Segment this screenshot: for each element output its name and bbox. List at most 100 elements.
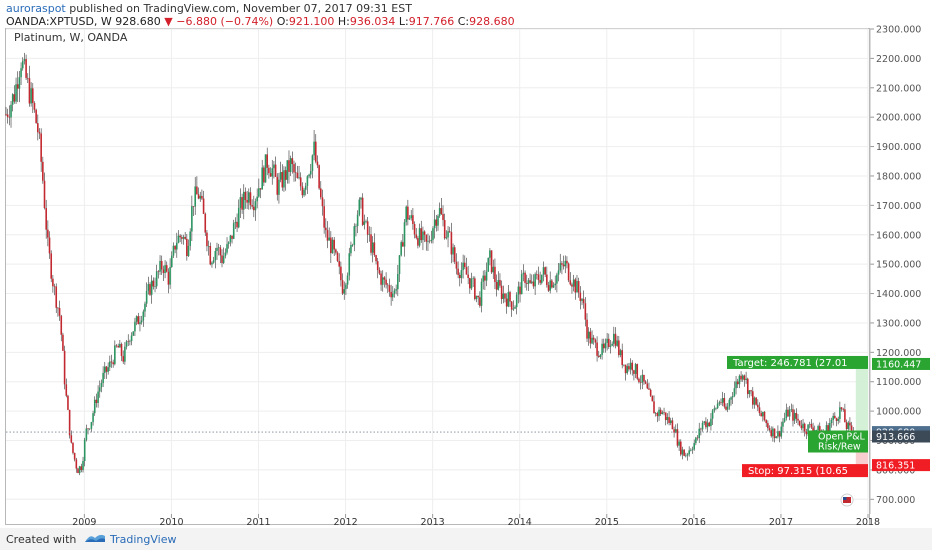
- candle-body: [380, 273, 382, 285]
- candle: [541, 274, 543, 285]
- candle: [738, 374, 741, 389]
- candle: [653, 395, 655, 414]
- candle: [358, 197, 361, 217]
- target-label: Target: 246.781 (27.01: [732, 358, 848, 369]
- candle: [706, 419, 709, 433]
- candle: [381, 270, 384, 292]
- candle-body: [616, 340, 618, 346]
- candle-body: [284, 170, 287, 180]
- candle-body: [371, 242, 374, 253]
- candle: [145, 282, 148, 308]
- candle-body: [189, 231, 191, 246]
- candle-body: [607, 338, 610, 347]
- candle: [407, 199, 409, 226]
- candle: [417, 235, 419, 249]
- candle: [661, 410, 664, 415]
- candle: [437, 214, 439, 231]
- candle-body: [393, 290, 396, 294]
- candle: [415, 228, 418, 240]
- candle-body: [676, 429, 679, 446]
- candle: [445, 230, 448, 240]
- candle-body: [182, 236, 185, 239]
- candle: [435, 215, 438, 232]
- candle-body: [343, 289, 346, 294]
- candle-body: [75, 459, 78, 469]
- candle: [383, 276, 386, 288]
- candle-body: [90, 422, 93, 429]
- candle-body: [812, 427, 814, 432]
- candle-body: [149, 284, 151, 295]
- candle-body: [621, 350, 623, 366]
- candle: [767, 420, 769, 432]
- candle: [60, 314, 63, 342]
- candle-body: [264, 154, 267, 183]
- candle: [504, 292, 506, 303]
- candle: [28, 65, 31, 107]
- candle: [790, 403, 793, 413]
- x-tick-label: 2009: [72, 517, 96, 528]
- price-chart[interactable]: 700.000800.000900.0001000.0001100.000120…: [0, 0, 932, 528]
- candle: [37, 114, 39, 141]
- candle: [142, 309, 145, 327]
- candle: [638, 377, 640, 384]
- candle-body: [430, 239, 433, 242]
- candle-body: [18, 77, 21, 89]
- candle-body: [23, 59, 26, 62]
- candle: [244, 187, 247, 209]
- candle: [487, 257, 490, 272]
- candle: [83, 437, 86, 467]
- candle: [303, 187, 305, 197]
- candle-body: [708, 422, 711, 427]
- candle-body: [139, 322, 141, 325]
- candle-body: [758, 407, 761, 414]
- candle: [390, 284, 392, 306]
- publisher-line: auroraspot published on TradingView.com,…: [6, 2, 412, 15]
- candle-body: [140, 320, 143, 323]
- candle: [448, 226, 451, 233]
- candle: [557, 263, 560, 282]
- candle-body: [432, 228, 434, 240]
- candle-body: [325, 227, 327, 231]
- candle: [452, 243, 454, 263]
- candle-body: [231, 235, 233, 239]
- candle: [663, 407, 665, 416]
- candle: [690, 448, 692, 452]
- candle: [325, 218, 327, 238]
- candle-body: [221, 255, 223, 263]
- candle-body: [253, 206, 255, 211]
- candle: [785, 403, 788, 421]
- candle: [155, 264, 158, 289]
- candle-body: [736, 381, 739, 385]
- candle: [331, 237, 334, 254]
- candle: [639, 375, 642, 390]
- candle: [385, 272, 387, 289]
- candle-body: [67, 395, 69, 410]
- candle: [386, 282, 389, 293]
- candle-body: [172, 245, 175, 256]
- candle: [119, 339, 121, 348]
- candle-body: [50, 253, 53, 279]
- candle-body: [494, 266, 496, 283]
- candle: [778, 430, 781, 443]
- candle-body: [728, 399, 731, 407]
- candle: [428, 235, 431, 244]
- candle-body: [103, 366, 106, 373]
- candle-body: [157, 271, 160, 273]
- candle-body: [212, 260, 215, 263]
- candle: [403, 219, 406, 257]
- candle: [628, 363, 630, 372]
- tradingview-brand[interactable]: TradingView: [110, 533, 177, 546]
- candle: [509, 290, 511, 307]
- candle-body: [787, 409, 789, 417]
- candle-body: [777, 431, 779, 437]
- candle: [48, 231, 51, 259]
- candle-body: [211, 262, 213, 265]
- target-price-badge: 1160.447: [876, 359, 921, 370]
- candle-body: [420, 228, 423, 241]
- candle: [109, 355, 111, 371]
- candle-body: [45, 208, 47, 230]
- candle-body: [318, 165, 320, 189]
- publisher-username[interactable]: auroraspot: [6, 2, 66, 15]
- candle-body: [122, 356, 125, 362]
- candle: [524, 270, 526, 288]
